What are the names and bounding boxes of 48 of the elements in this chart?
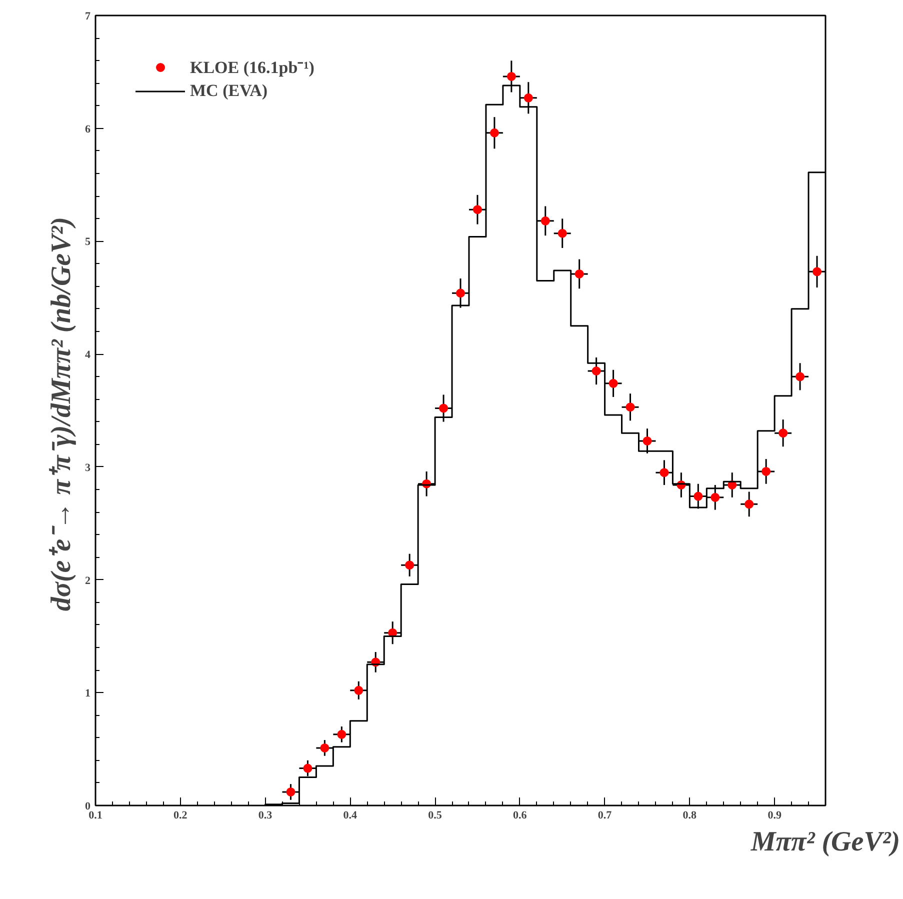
point bbox=[337, 730, 346, 739]
point bbox=[472, 205, 482, 214]
point bbox=[762, 466, 771, 476]
x-axis-title: Mππ² (GeV²) bbox=[750, 826, 900, 858]
point bbox=[303, 764, 312, 773]
point bbox=[506, 72, 516, 81]
legend-label: MC (EVA) bbox=[190, 81, 268, 101]
y-tick-label: 1 bbox=[85, 688, 90, 700]
x-tick-label: 0.4 bbox=[343, 810, 358, 822]
y-tick-label: 7 bbox=[85, 10, 91, 22]
point bbox=[642, 436, 652, 446]
point bbox=[540, 216, 550, 226]
y-tick-label: 5 bbox=[85, 236, 91, 248]
point bbox=[778, 428, 788, 438]
point bbox=[694, 492, 703, 501]
point bbox=[456, 288, 465, 298]
point bbox=[558, 228, 567, 238]
y-tick-label: 6 bbox=[85, 123, 91, 136]
y-axis-title: dσ(e⁺e⁻→ π⁺π⁻γ)/dMππ² (nb/GeV²) bbox=[46, 216, 77, 612]
legend-label: KLOE (16.1pb⁻¹) bbox=[190, 57, 314, 78]
x-tick-label: 0.8 bbox=[682, 810, 698, 822]
y-tick-label: 0 bbox=[85, 800, 91, 812]
x-tick-label: 0.5 bbox=[428, 810, 442, 822]
x-tick-label: 0.1 bbox=[88, 810, 102, 822]
point bbox=[608, 378, 618, 388]
point bbox=[286, 787, 296, 796]
point bbox=[626, 402, 635, 412]
point bbox=[354, 686, 364, 695]
y-tick-label: 3 bbox=[85, 462, 91, 474]
x-tick-label: 0.9 bbox=[768, 810, 782, 822]
point bbox=[439, 404, 448, 413]
y-tick-label: 4 bbox=[85, 349, 91, 362]
point bbox=[710, 492, 720, 502]
x-tick-label: 0.6 bbox=[513, 810, 528, 822]
point bbox=[660, 468, 669, 478]
x-tick-label: 0.2 bbox=[174, 810, 188, 822]
point bbox=[744, 500, 754, 509]
point bbox=[812, 267, 822, 276]
x-tick-label: 0.7 bbox=[598, 810, 612, 822]
x-tick-label: 0.3 bbox=[258, 810, 273, 822]
point bbox=[405, 560, 414, 570]
y-tick-label: 2 bbox=[85, 574, 91, 587]
point bbox=[592, 366, 601, 376]
point bbox=[490, 128, 499, 138]
point bbox=[524, 93, 533, 102]
point bbox=[574, 269, 584, 278]
point bbox=[320, 743, 330, 752]
point bbox=[796, 372, 805, 382]
